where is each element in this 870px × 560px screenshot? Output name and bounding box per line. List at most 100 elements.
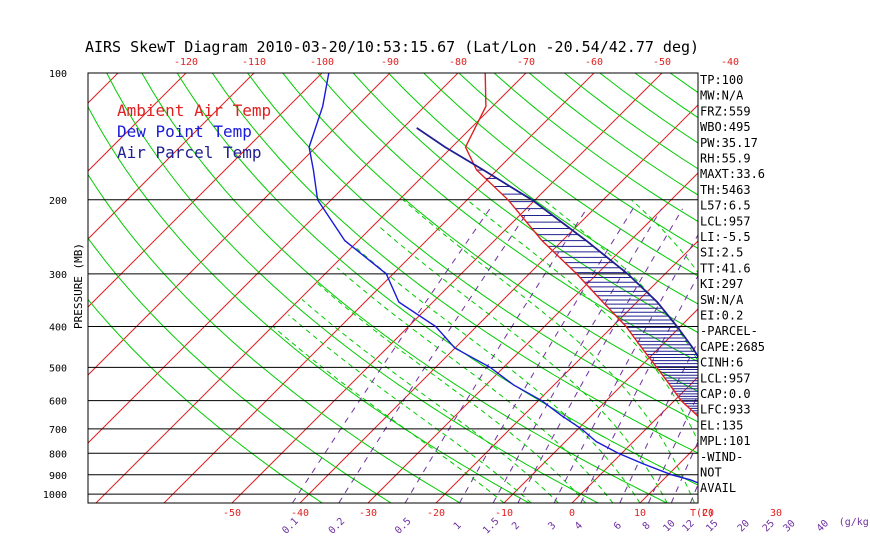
mixing-ratio-tick-label: 25 — [761, 518, 777, 534]
index-entry: -PARCEL- — [700, 324, 758, 338]
moist-adiabat-line — [336, 267, 614, 503]
index-entry: RH:55.9 — [700, 152, 751, 166]
isotherm-line — [88, 73, 119, 104]
mixing-ratio-tick-label: 0.1 — [280, 516, 301, 537]
dry-adiabat-line — [106, 73, 599, 503]
mixing-ratio-line — [517, 208, 683, 503]
index-entry: CINH:6 — [700, 356, 743, 370]
dry-adiabat-line — [88, 298, 323, 503]
dry-adiabat-line — [493, 73, 698, 223]
index-entry: LFC:933 — [700, 403, 751, 417]
pressure-tick-label: 500 — [49, 363, 67, 374]
dry-adiabat-line — [282, 73, 698, 393]
index-entry: LCL:957 — [700, 371, 751, 385]
pressure-tick-label: 600 — [49, 397, 67, 408]
top-temp-tick-label: -120 — [174, 57, 198, 68]
plot-frame — [87, 72, 699, 504]
dry-adiabat-line — [776, 73, 870, 503]
top-temp-tick-label: -40 — [721, 57, 739, 68]
dry-adiabat-line — [317, 73, 698, 363]
mixing-ratio-line — [459, 208, 634, 503]
mixing-ratio-tick-label: 0.2 — [327, 516, 348, 537]
pressure-tick-label: 800 — [49, 449, 67, 460]
bottom-temp-tick-label: 0 — [569, 508, 575, 519]
dry-adiabat-line — [741, 73, 870, 503]
mixing-ratio-line — [791, 209, 870, 503]
legend-entry: Ambient Air Temp — [117, 101, 271, 120]
moist-adiabat-line — [316, 282, 586, 503]
mixing-ratio-line — [771, 209, 870, 503]
mixing-ratio-tick-label: 30 — [781, 518, 797, 534]
dew-point-line — [308, 73, 698, 484]
top-temp-tick-label: -70 — [517, 57, 535, 68]
index-entry: MW:N/A — [700, 89, 744, 103]
index-entry: -WIND- — [700, 450, 743, 464]
mixing-ratio-line — [670, 440, 698, 503]
top-temp-tick-label: -80 — [449, 57, 467, 68]
isotherm-line — [88, 73, 255, 240]
mixing-ratio-line — [492, 208, 663, 503]
index-entry: TH:5463 — [700, 183, 751, 197]
mixing-ratio-tick-label: 12 — [680, 518, 696, 534]
mixing-ratio-line — [648, 393, 698, 503]
dry-adiabat-line — [141, 73, 668, 503]
pressure-tick-label: 100 — [49, 69, 67, 80]
legend-entry: Air Parcel Temp — [117, 143, 262, 162]
index-entry: MPL:101 — [700, 434, 751, 448]
moist-adiabat-line — [355, 247, 641, 503]
pressure-tick-label: 700 — [49, 425, 67, 436]
index-entry: SI:2.5 — [700, 246, 743, 260]
index-entry: KI:297 — [700, 277, 743, 291]
mixing-ratio-line — [619, 340, 698, 503]
mixing-ratio-tick-label: 20 — [736, 518, 752, 534]
index-entry: TP:100 — [700, 73, 743, 87]
mixing-ratio-line — [404, 208, 588, 503]
pressure-tick-label: 1000 — [43, 490, 67, 501]
mixing-ratio-tick-label: 3 — [546, 520, 558, 532]
bottom-temp-tick-label: -30 — [359, 508, 377, 519]
mixing-ratio-tick-label: 6 — [612, 520, 624, 532]
parcel-temp-line — [416, 127, 698, 359]
index-entry: PW:35.17 — [700, 136, 758, 150]
temp-unit-label: T(C) — [690, 508, 714, 519]
mixing-ratio-tick-label: 15 — [704, 518, 720, 534]
index-entry: TT:41.6 — [700, 261, 751, 275]
pressure-tick-label: 200 — [49, 196, 67, 207]
moist-adiabat-line — [301, 299, 559, 503]
isotherm-line — [571, 376, 698, 503]
isotherm-line — [776, 73, 870, 503]
index-entry: FRZ:559 — [700, 104, 751, 118]
pressure-tick-label: 300 — [49, 270, 67, 281]
moist-adiabat-line — [377, 224, 668, 503]
isotherm-line — [163, 73, 595, 503]
moist-adiabat-line — [288, 314, 532, 503]
top-temp-tick-label: -100 — [310, 57, 334, 68]
mixing-ratio-tick-label: 4 — [573, 520, 585, 532]
isotherm-line — [503, 308, 698, 503]
index-entry: LCL:957 — [700, 214, 751, 228]
isotherm-line — [299, 104, 698, 503]
top-temp-tick-label: -60 — [585, 57, 603, 68]
mixing-ratio-tick-label: 1.5 — [481, 516, 502, 537]
legend-entry: Dew Point Temp — [117, 122, 252, 141]
isotherm-line — [435, 240, 698, 503]
bottom-temp-tick-label: 10 — [634, 508, 646, 519]
mixing-ratio-line — [338, 208, 531, 503]
dry-adiabat-line — [247, 73, 698, 423]
dry-adiabat-line — [88, 237, 392, 503]
dry-adiabat-line — [458, 73, 698, 250]
mixing-ratio-tick-label: 10 — [661, 518, 677, 534]
index-entry: SW:N/A — [700, 293, 744, 307]
index-entry: L57:6.5 — [700, 199, 751, 213]
dry-adiabat-line — [88, 173, 461, 503]
bottom-temp-tick-label: -20 — [427, 508, 445, 519]
pressure-tick-label: 900 — [49, 471, 67, 482]
chart-title: AIRS SkewT Diagram 2010-03-20/10:53:15.6… — [85, 38, 699, 56]
bottom-temp-tick-label: -40 — [291, 508, 309, 519]
bottom-temp-tick-label: 20 — [702, 508, 714, 519]
dry-adiabat-line — [811, 73, 870, 503]
legend: Ambient Air Temp Dew Point Temp Air Parcel… — [117, 101, 271, 162]
index-entry: CAPE:2685 — [700, 340, 765, 354]
index-entry: EI:0.2 — [700, 309, 743, 323]
isotherm-line — [95, 73, 527, 503]
